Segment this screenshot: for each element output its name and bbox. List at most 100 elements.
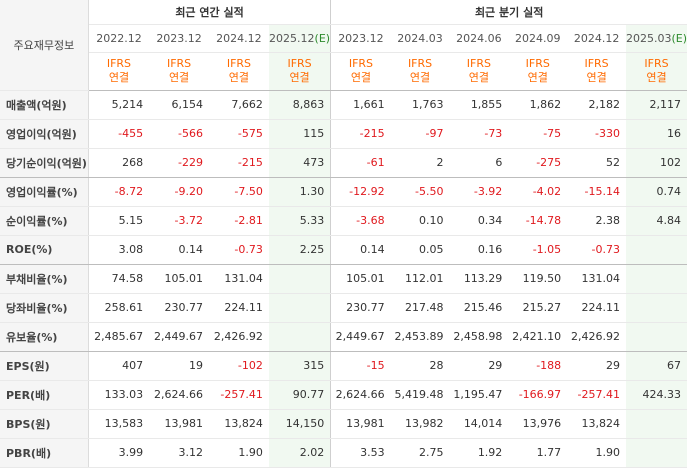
table-cell: 4.84 [626, 206, 687, 236]
table-cell [626, 409, 687, 439]
table-cell: 3.99 [88, 438, 150, 468]
quarter-period: 2024.09 [508, 24, 568, 53]
table-cell: 7,662 [209, 90, 269, 120]
ifrs-basis: IFRS 연결 [449, 52, 509, 91]
table-cell: -0.73 [567, 235, 626, 265]
table-cell: 407 [88, 351, 150, 381]
row-label: 부채비율(%) [0, 264, 89, 294]
table-cell: 131.04 [567, 264, 626, 294]
table-cell: -102 [209, 351, 269, 381]
estimate-tag: (E) [671, 31, 687, 45]
quarter-period: 2023.12 [330, 24, 391, 53]
table-cell: 1,661 [330, 90, 391, 120]
row-label: 매출액(억원) [0, 90, 89, 120]
table-cell: 2,182 [567, 90, 626, 120]
table-row: ROE(%) 3.08 0.14 -0.73 2.25 0.14 0.05 0.16 -1.05… [0, 235, 687, 265]
table-cell: 8,863 [268, 90, 332, 120]
ifrs-basis: IFRS 연결 [390, 52, 450, 91]
ifrs-label: IFRS [466, 57, 491, 70]
ifrs-label: IFRS [407, 57, 433, 70]
table-cell: 473 [268, 148, 332, 178]
table-cell: 215.46 [449, 293, 509, 323]
table-cell: -330 [567, 119, 626, 149]
table-cell: -14.78 [508, 206, 568, 236]
table-cell: 0.14 [149, 235, 209, 265]
table-cell: 2,426.92 [209, 322, 269, 352]
ifrs-basis: IFRS 연결 [209, 52, 269, 91]
annual-group-title: 최근 연간 실적 [88, 0, 332, 25]
table-cell: 2,426.92 [567, 322, 626, 352]
table-cell: 13,824 [209, 409, 269, 439]
table-cell: 52 [567, 148, 626, 178]
table-cell: -166.97 [508, 380, 568, 410]
table-cell: -2.81 [209, 206, 269, 236]
table-cell: 1,195.47 [449, 380, 509, 410]
table-cell: -215 [209, 148, 269, 178]
consolidated-label: 연결 [289, 71, 310, 84]
table-cell: -188 [508, 351, 568, 381]
period-label: 2024.06 [456, 31, 502, 45]
table-cell: 13,981 [330, 409, 391, 439]
table-cell: -229 [149, 148, 209, 178]
annual-period: 2024.12 [209, 24, 269, 53]
table-row: 부채비율(%) 74.58 105.01 131.04 105.01 112.01 113.… [0, 264, 687, 294]
table-cell: 0.16 [449, 235, 509, 265]
table-cell [268, 264, 332, 294]
table-cell: 2 [390, 148, 450, 178]
table-cell: 2.02 [268, 438, 332, 468]
period-label: 2023.12 [156, 31, 202, 45]
table-cell: 2,421.10 [508, 322, 568, 352]
table-cell: -12.92 [330, 177, 391, 207]
consolidated-label: 연결 [409, 71, 431, 84]
table-cell: 3.08 [88, 235, 150, 265]
table-cell: -0.73 [209, 235, 269, 265]
table-cell: -575 [209, 119, 269, 149]
table-cell: 3.53 [330, 438, 391, 468]
table-cell: 29 [449, 351, 509, 381]
ifrs-label: IFRS [584, 57, 609, 70]
table-cell [626, 293, 687, 323]
table-cell: 13,982 [390, 409, 450, 439]
table-cell: -15 [330, 351, 391, 381]
table-cell: -257.41 [567, 380, 626, 410]
table-cell: 13,824 [567, 409, 626, 439]
annual-period: 2022.12 [88, 24, 150, 53]
table-cell: 1,862 [508, 90, 568, 120]
table-cell: 115 [268, 119, 332, 149]
table-cell: -75 [508, 119, 568, 149]
table-cell [626, 264, 687, 294]
table-cell: 2,117 [626, 90, 687, 120]
consolidated-label: 연결 [168, 71, 190, 84]
row-label-header: 주요재무정보 [0, 0, 89, 91]
consolidated-label: 연결 [468, 71, 490, 84]
table-row: 매출액(억원) 5,214 6,154 7,662 8,863 1,661 1,763 1,8… [0, 90, 687, 120]
table-cell: 14,150 [268, 409, 332, 439]
table-cell: 2,624.66 [330, 380, 391, 410]
table-cell: -8.72 [88, 177, 150, 207]
table-cell: 5,419.48 [390, 380, 450, 410]
table-row: BPS(원) 13,583 13,981 13,824 14,150 13,981 13,9… [0, 409, 687, 439]
table-cell: 315 [268, 351, 332, 381]
table-cell: -215 [330, 119, 391, 149]
ifrs-label: IFRS [106, 57, 132, 70]
table-cell: 2,449.67 [330, 322, 391, 352]
table-cell: 1.77 [508, 438, 568, 468]
table-cell: 2,485.67 [88, 322, 150, 352]
table-cell: 131.04 [209, 264, 269, 294]
table-cell: -455 [88, 119, 150, 149]
table-cell [268, 293, 332, 323]
table-row: 영업이익(억원) -455 -566 -575 115 -215 -97 -73 -75 -330… [0, 119, 687, 149]
table-cell: 3.12 [149, 438, 209, 468]
table-cell: 14,014 [449, 409, 509, 439]
table-cell [626, 235, 687, 265]
table-cell: -7.50 [209, 177, 269, 207]
table-cell: 90.77 [268, 380, 332, 410]
table-cell: 215.27 [508, 293, 568, 323]
table-row: PER(배) 133.03 2,624.66 -257.41 90.77 2,624.66… [0, 380, 687, 410]
consolidated-label: 연결 [108, 71, 130, 84]
table-cell: -3.72 [149, 206, 209, 236]
ifrs-basis: IFRS 연결 [88, 52, 150, 91]
table-cell: 5.15 [88, 206, 150, 236]
ifrs-basis: IFRS 연결 [268, 52, 332, 91]
period-label: 2022.12 [96, 31, 142, 45]
